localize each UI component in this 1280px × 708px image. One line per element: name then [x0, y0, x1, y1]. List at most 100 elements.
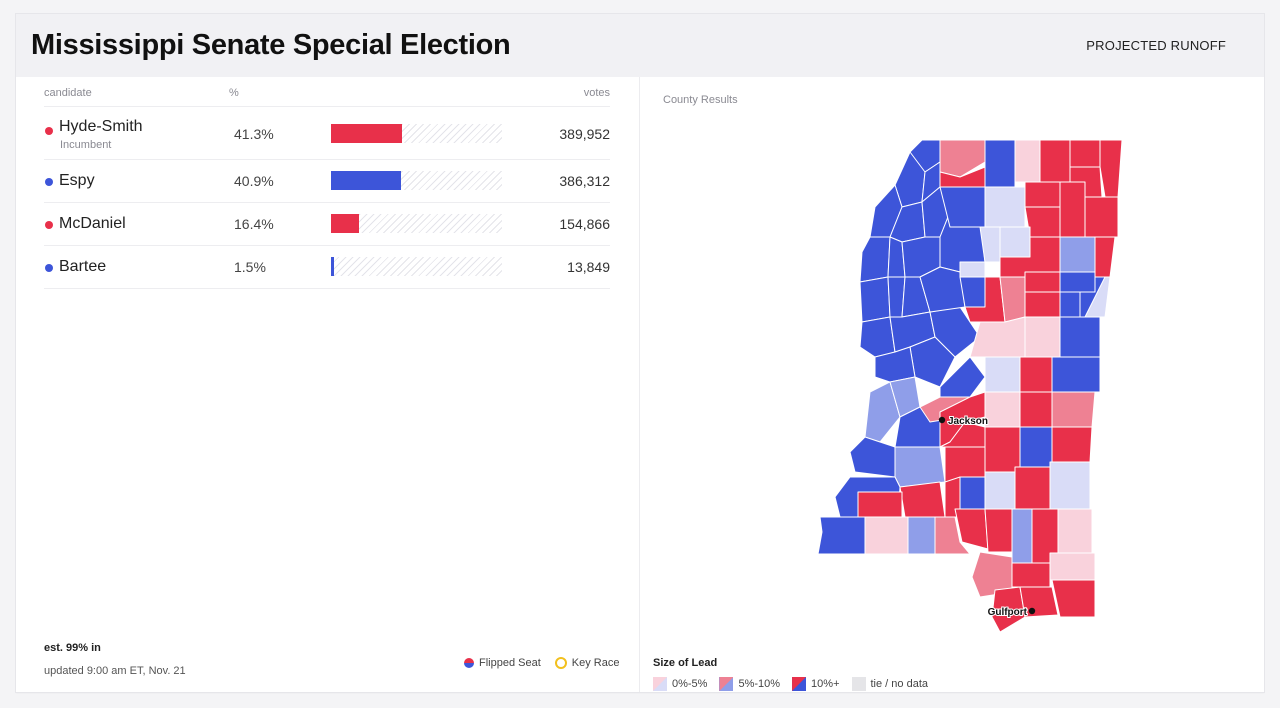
county[interactable] [817, 516, 869, 555]
county[interactable] [1051, 579, 1096, 618]
county[interactable] [1084, 196, 1119, 238]
flipped-seat-legend: Flipped Seat [464, 657, 541, 669]
results-card: Mississippi Senate Special Election PROJ… [16, 14, 1264, 692]
lead-legend-title: Size of Lead [653, 657, 718, 669]
county[interactable] [984, 471, 1016, 510]
lead-legend-label: tie / no data [870, 678, 929, 690]
vote-bar-fill [331, 214, 359, 233]
lead-legend-label: 5%-10% [738, 678, 781, 690]
county[interactable] [999, 226, 1031, 258]
county[interactable] [1049, 552, 1096, 581]
county[interactable] [1057, 508, 1093, 554]
lead-swatch [653, 677, 667, 691]
county[interactable] [1014, 466, 1051, 510]
county[interactable] [894, 446, 946, 488]
county[interactable] [1059, 316, 1101, 358]
county[interactable] [1024, 181, 1061, 208]
key-race-icon [554, 657, 567, 669]
county[interactable] [1059, 181, 1086, 238]
candidate-row[interactable]: McDaniel 16.4% 154,866 [44, 203, 610, 246]
lead-legend-item: 0%-5% [653, 677, 707, 691]
candidate-votes: 389,952 [559, 126, 610, 142]
candidate-row[interactable]: Hyde-Smith Incumbent 41.3% 389,952 [44, 107, 610, 160]
county[interactable] [1014, 139, 1041, 183]
county[interactable] [939, 356, 986, 398]
lead-legend-item: 10%+ [792, 677, 840, 691]
county[interactable] [991, 586, 1026, 633]
header: Mississippi Senate Special Election PROJ… [16, 14, 1264, 77]
flipped-seat-icon [464, 658, 474, 668]
county[interactable] [984, 139, 1016, 188]
county[interactable] [919, 266, 966, 313]
county[interactable] [1094, 236, 1116, 278]
county[interactable] [1099, 139, 1123, 198]
table-header: candidate % votes [44, 77, 610, 107]
county[interactable] [1024, 316, 1061, 358]
county[interactable] [907, 516, 936, 555]
county[interactable] [1051, 356, 1101, 393]
candidate-votes: 386,312 [559, 173, 610, 189]
county[interactable] [1049, 461, 1091, 510]
candidate-percent: 41.3% [234, 126, 274, 142]
county[interactable] [864, 516, 909, 555]
county[interactable] [959, 476, 986, 510]
vote-bar [331, 214, 502, 233]
county[interactable] [857, 491, 903, 518]
county[interactable] [984, 356, 1021, 393]
county[interactable] [1051, 391, 1096, 428]
vote-bar [331, 171, 502, 190]
party-dot [45, 221, 53, 229]
party-dot [45, 264, 53, 272]
county[interactable] [959, 261, 986, 278]
county[interactable] [969, 316, 1026, 358]
county[interactable] [939, 139, 986, 178]
candidate-percent: 1.5% [234, 259, 266, 275]
county[interactable] [934, 516, 971, 555]
county[interactable] [1059, 291, 1081, 318]
candidate-name: Espy [59, 172, 95, 189]
county[interactable] [984, 391, 1021, 428]
county[interactable] [999, 276, 1026, 323]
gulfport-marker [1028, 607, 1036, 615]
page-title: Mississippi Senate Special Election [31, 29, 511, 61]
county[interactable] [1069, 139, 1101, 168]
county[interactable] [1011, 562, 1051, 588]
col-votes: votes [583, 87, 610, 99]
county[interactable] [1024, 271, 1061, 293]
vote-bar-fill [331, 124, 402, 143]
county-map[interactable]: Jackson Gulfport [640, 77, 1264, 647]
county[interactable] [899, 481, 946, 518]
candidate-row[interactable]: Espy 40.9% 386,312 [44, 160, 610, 203]
candidate-row[interactable]: Bartee 1.5% 13,849 [44, 246, 610, 289]
county[interactable] [1019, 426, 1053, 468]
county[interactable] [1019, 391, 1053, 428]
county[interactable] [1084, 276, 1111, 318]
county[interactable] [849, 436, 896, 478]
county[interactable] [984, 508, 1013, 553]
county[interactable] [859, 276, 891, 323]
candidate-name: Bartee [59, 258, 107, 275]
candidate-percent: 16.4% [234, 216, 274, 232]
candidate-percent: 40.9% [234, 173, 274, 189]
candidate-votes: 13,849 [567, 259, 610, 275]
flipped-seat-label: Flipped Seat [479, 657, 541, 669]
county[interactable] [984, 186, 1026, 228]
reporting-estimate: est. 99% in [44, 642, 101, 654]
lead-legend-label: 10%+ [811, 678, 840, 690]
lead-legend-item: 5%-10% [719, 677, 780, 691]
county[interactable] [984, 426, 1021, 473]
gulfport-label: Gulfport [988, 607, 1028, 618]
updated-time: updated 9:00 am ET, Nov. 21 [44, 665, 186, 677]
county[interactable] [859, 236, 891, 283]
county[interactable] [1051, 426, 1093, 468]
county[interactable] [1019, 356, 1053, 393]
county[interactable] [1059, 271, 1096, 293]
county[interactable] [1039, 139, 1071, 183]
vote-bar [331, 257, 502, 276]
county[interactable] [1011, 508, 1033, 564]
county[interactable] [859, 316, 896, 358]
county[interactable] [864, 381, 901, 443]
col-candidate: candidate [44, 87, 92, 99]
county[interactable] [1059, 236, 1096, 273]
county[interactable] [959, 276, 986, 308]
